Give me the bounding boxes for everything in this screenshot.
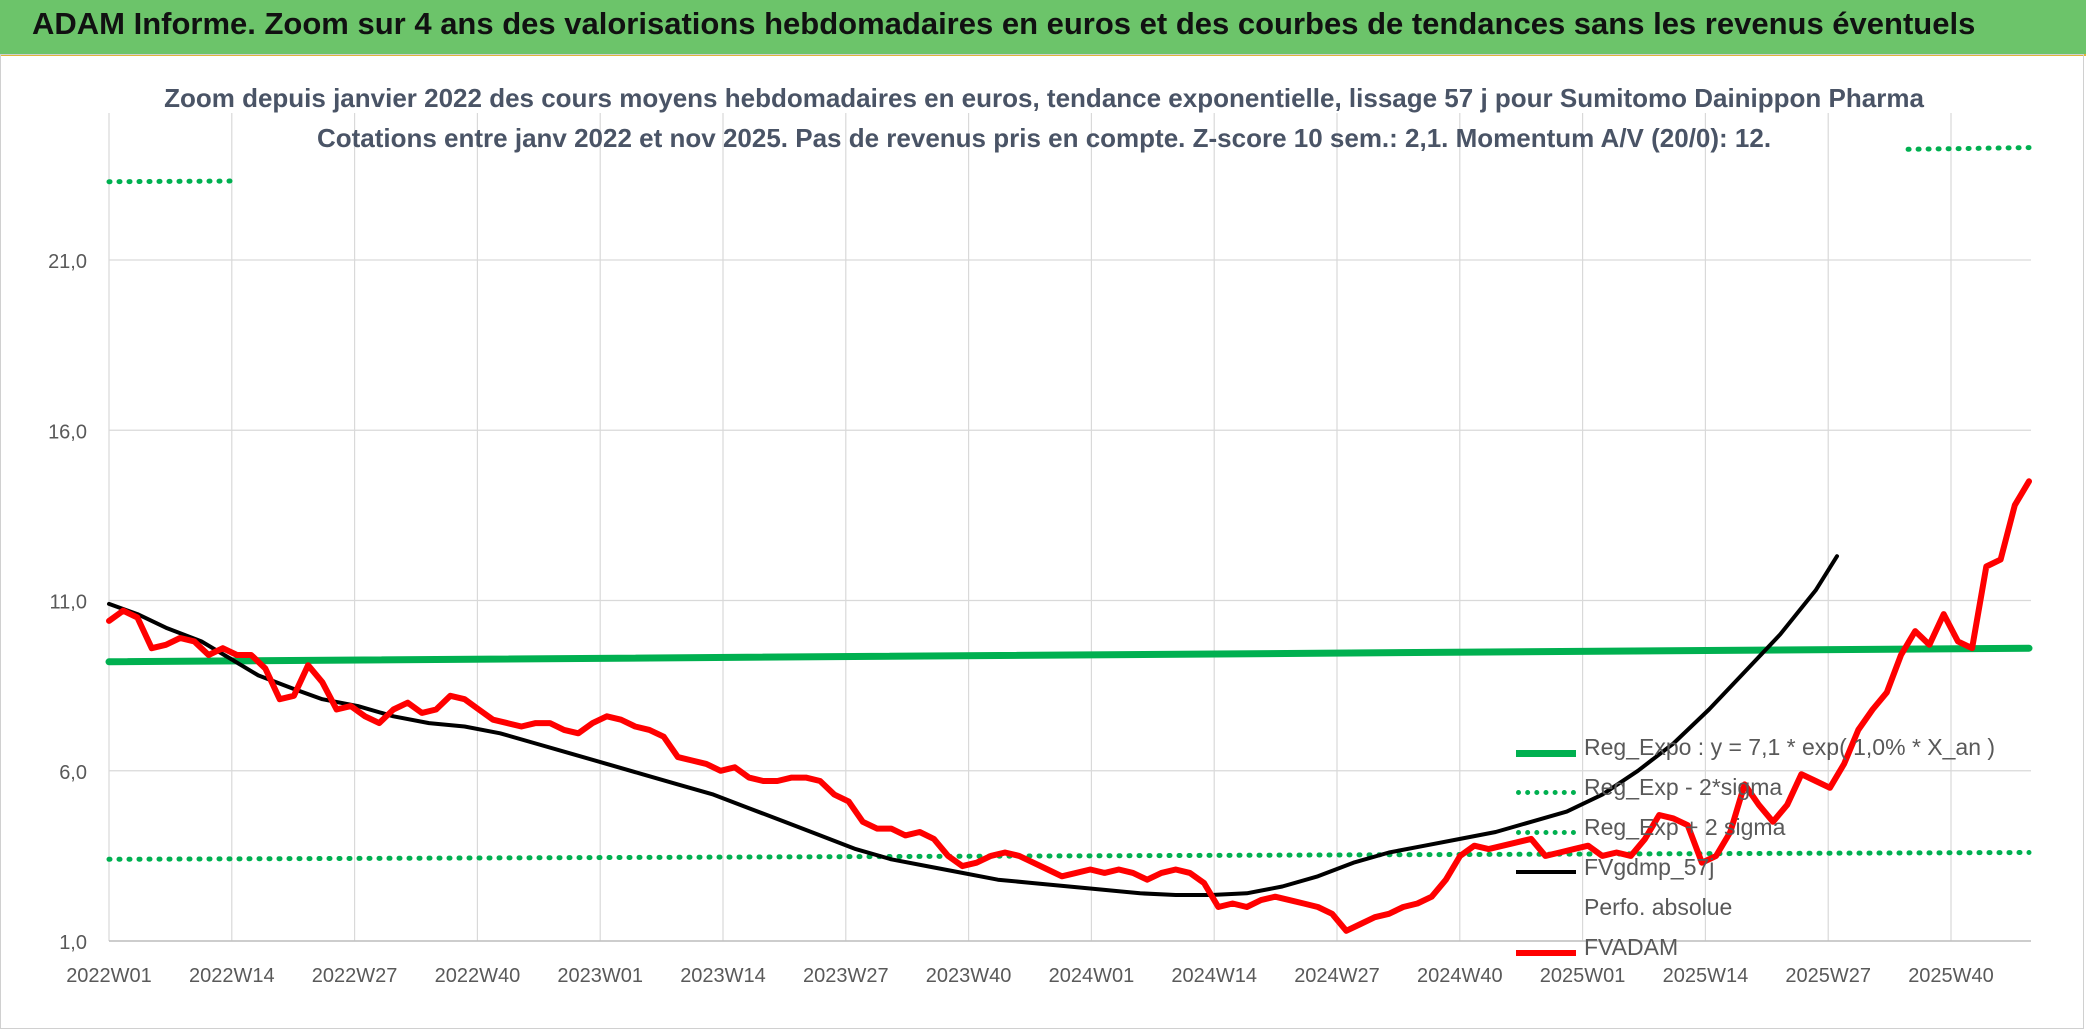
- legend-symbol: [1516, 750, 1576, 757]
- legend-label: Perfo. absolue: [1584, 894, 1733, 920]
- legend-symbol: [1516, 790, 1576, 795]
- legend-label: Reg_Expo : y = 7,1 * exp( 1,0% * X_an ): [1584, 734, 1996, 760]
- legend-item: Perfo. absolue: [1516, 891, 2076, 931]
- legend-symbol: [1516, 950, 1576, 956]
- chart-area: 1,0 6,0 11,0 16,0 21,0 2022W01 2022W14 2022W27 2…: [0, 54, 2084, 1029]
- chart-title: Zoom depuis janvier 2022 des cours moyen…: [164, 83, 1924, 113]
- x-tick-label: 2023W27: [803, 965, 889, 987]
- series-line-3: [107, 554, 1839, 897]
- y-tick-label: 6,0: [59, 762, 87, 784]
- x-tick-label: 2022W27: [312, 965, 398, 987]
- series-line-0: [105, 644, 2033, 666]
- legend-symbol: [1516, 870, 1576, 874]
- report-banner: ADAM Informe. Zoom sur 4 ans des valoris…: [0, 0, 2086, 56]
- legend-item: FVgdmp_57j: [1516, 851, 2076, 891]
- legend-symbol: [1516, 830, 1576, 835]
- legend-label: Reg_Exp + 2 sigma: [1584, 814, 1786, 840]
- x-tick-label: 2025W40: [1908, 965, 1994, 987]
- x-tick-label: 2023W14: [680, 965, 766, 987]
- series-line-5: [106, 478, 2032, 934]
- x-tick-label: 2024W01: [1049, 965, 1135, 987]
- x-tick-label: 2025W14: [1663, 965, 1749, 987]
- legend-item: Reg_Exp + 2 sigma: [1516, 811, 2076, 851]
- x-tick-label: 2024W40: [1417, 965, 1503, 987]
- legend-item: Reg_Expo : y = 7,1 * exp( 1,0% * X_an ): [1516, 731, 2076, 771]
- y-tick-label: 16,0: [48, 421, 87, 443]
- chart-legend: Reg_Expo : y = 7,1 * exp( 1,0% * X_an ) R…: [1516, 731, 2076, 971]
- x-tick-label: 2022W40: [435, 965, 521, 987]
- legend-label: FVADAM: [1584, 934, 1679, 960]
- legend-label: FVgdmp_57j: [1584, 854, 1715, 880]
- legend-item: FVADAM: [1516, 931, 2076, 971]
- x-tick-label: 2024W14: [1171, 965, 1257, 987]
- y-tick-label: 21,0: [48, 251, 87, 273]
- report-title: ADAM Informe. Zoom sur 4 ans des valoris…: [32, 6, 1976, 41]
- legend-label: Reg_Exp - 2*sigma: [1584, 774, 1783, 800]
- y-tick-label: 1,0: [59, 932, 87, 954]
- x-tick-label: 2023W40: [926, 965, 1012, 987]
- y-tick-label: 11,0: [50, 592, 87, 614]
- series-line-upper-band: [1905, 145, 2032, 152]
- x-tick-label: 2023W01: [557, 965, 643, 987]
- x-tick-label: 2022W14: [189, 965, 275, 987]
- series-line-upper-band: [106, 178, 240, 185]
- chart-subtitle: Cotations entre janv 2022 et nov 2025. P…: [316, 123, 1772, 153]
- x-tick-label: 2025W27: [1785, 965, 1871, 987]
- series-line-1: [106, 850, 2032, 862]
- chart-plot: 1,0 6,0 11,0 16,0 21,0 2022W01 2022W14 2022W27 2…: [48, 113, 2033, 987]
- x-tick-label: 2022W01: [66, 965, 152, 987]
- x-tick-label: 2024W27: [1294, 965, 1380, 987]
- x-tick-label: 2025W01: [1540, 965, 1626, 987]
- legend-item: Reg_Exp - 2*sigma: [1516, 771, 2076, 811]
